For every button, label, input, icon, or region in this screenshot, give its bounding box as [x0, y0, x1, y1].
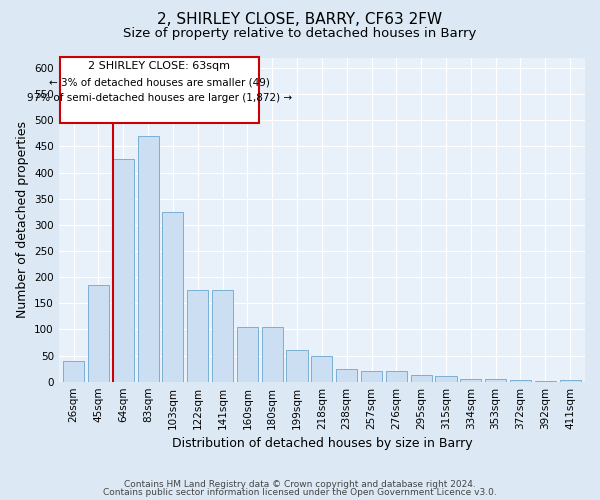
FancyBboxPatch shape: [60, 58, 259, 123]
Bar: [63, 361, 84, 382]
Bar: [436, 376, 457, 382]
Bar: [163, 212, 184, 382]
Text: 97% of semi-detached houses are larger (1,872) →: 97% of semi-detached houses are larger (…: [27, 93, 292, 103]
Bar: [535, 380, 556, 382]
Bar: [460, 379, 481, 382]
Text: 2, SHIRLEY CLOSE, BARRY, CF63 2FW: 2, SHIRLEY CLOSE, BARRY, CF63 2FW: [157, 12, 443, 28]
Bar: [88, 285, 109, 382]
Bar: [386, 371, 407, 382]
Bar: [361, 371, 382, 382]
Bar: [237, 327, 258, 382]
Text: ← 3% of detached houses are smaller (49): ← 3% of detached houses are smaller (49): [49, 77, 270, 87]
Bar: [286, 350, 308, 382]
Bar: [485, 379, 506, 382]
Text: 2 SHIRLEY CLOSE: 63sqm: 2 SHIRLEY CLOSE: 63sqm: [88, 62, 230, 72]
Bar: [113, 160, 134, 382]
Bar: [137, 136, 158, 382]
Text: Size of property relative to detached houses in Barry: Size of property relative to detached ho…: [124, 28, 476, 40]
Bar: [262, 327, 283, 382]
Bar: [410, 376, 432, 382]
Bar: [336, 368, 357, 382]
Text: Contains public sector information licensed under the Open Government Licence v3: Contains public sector information licen…: [103, 488, 497, 497]
Text: Contains HM Land Registry data © Crown copyright and database right 2024.: Contains HM Land Registry data © Crown c…: [124, 480, 476, 489]
Bar: [212, 290, 233, 382]
Bar: [311, 356, 332, 382]
Bar: [510, 380, 531, 382]
Y-axis label: Number of detached properties: Number of detached properties: [16, 121, 29, 318]
Bar: [560, 380, 581, 382]
X-axis label: Distribution of detached houses by size in Barry: Distribution of detached houses by size …: [172, 437, 472, 450]
Bar: [187, 290, 208, 382]
